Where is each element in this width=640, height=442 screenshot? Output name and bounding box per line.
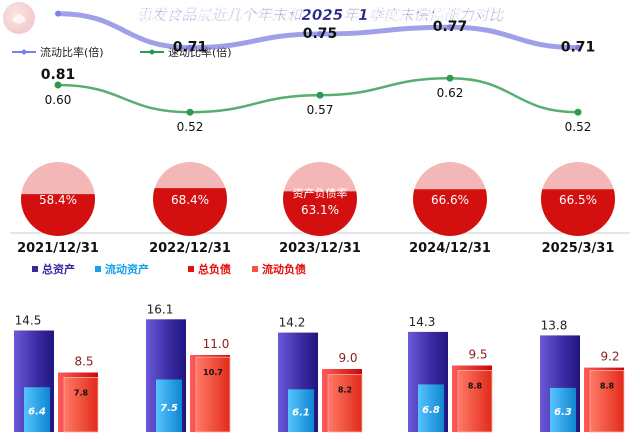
pie-debt-ratio: 68.4% [153, 162, 227, 236]
bar-label-total-liabilities: 9.0 [338, 351, 357, 365]
bar-label-current-liabilities: 7.8 [74, 388, 89, 397]
bar-label-current-liabilities: 8.8 [468, 381, 483, 390]
bar-current-assets [156, 379, 182, 432]
ratio-line-chart: 0.81 0.71 0.75 0.77 0.71 0.60 0.52 0.57 0.62 0.52 [41, 10, 596, 134]
legend-item-total-liabilities: 总负债 [188, 262, 231, 276]
bar-current-liabilities [457, 369, 493, 433]
bar-group: 14.2 6.1 9.0 8.2 [278, 316, 363, 433]
pie-value-label: 68.4% [171, 193, 209, 207]
data-label-quick-ratio: 0.52 [177, 120, 204, 134]
pie-center-label: 资产负债率 [293, 186, 348, 200]
data-label-current-ratio: 0.81 [41, 67, 76, 83]
data-point-quick-ratio [54, 81, 62, 89]
data-point-current-ratio [55, 10, 61, 17]
pie-value-label: 63.1% [301, 203, 339, 217]
pie-slice [21, 194, 96, 236]
data-point-quick-ratio [186, 108, 194, 116]
bar-label-current-assets: 6.8 [422, 405, 440, 416]
data-point-quick-ratio [574, 108, 582, 116]
x-tick-label: 2022/12/31 [149, 241, 231, 256]
balance-bar-chart: 14.5 6.4 8.5 7.8 16.1 7.5 11.0 10.7 14.2 6.1 9.0 8.… [14, 302, 625, 433]
data-label-current-ratio: 0.71 [173, 40, 208, 56]
bar-label-total-assets: 14.2 [279, 316, 306, 330]
legend-item-current-assets: 流动资产 [95, 262, 149, 276]
bar-group: 14.3 6.8 9.5 8.8 [408, 315, 493, 433]
pie-debt-ratio: 66.6% [412, 162, 488, 236]
bar-group: 13.8 6.3 9.2 8.8 [540, 318, 625, 433]
data-label-quick-ratio: 0.52 [565, 120, 592, 134]
pie-value-label: 66.6% [431, 193, 469, 207]
bar-current-assets [24, 387, 50, 432]
x-axis-labels: 2021/12/31 2022/12/31 2023/12/31 2024/12/31… [17, 241, 614, 256]
bar-label-current-assets: 6.1 [292, 408, 310, 419]
pie-slice [541, 189, 616, 237]
x-tick-label: 2024/12/31 [409, 241, 491, 256]
x-tick-label: 2021/12/31 [17, 241, 99, 256]
legend-label-total-assets: 总资产 [42, 262, 75, 276]
bar-current-assets [550, 387, 576, 432]
data-point-current-ratio [317, 31, 323, 37]
bar-current-liabilities [589, 369, 625, 433]
bar-label-current-liabilities: 8.8 [600, 381, 615, 390]
pie-value-label: 58.4% [39, 193, 77, 207]
bar-label-current-liabilities: 10.7 [203, 368, 223, 377]
x-tick-label: 2025/3/31 [542, 241, 615, 256]
bar-current-assets [418, 384, 444, 432]
chart-title: 惠发食品最近几个年末和2025年1季度末偿债能力对比 [136, 6, 505, 24]
bar-label-total-assets: 13.8 [541, 318, 568, 332]
bar-label-current-liabilities: 8.2 [338, 386, 352, 395]
data-point-current-ratio [447, 24, 453, 31]
data-point-quick-ratio [446, 74, 454, 82]
bar-current-liabilities [195, 356, 231, 433]
pie-slice [283, 191, 357, 237]
bar-label-current-assets: 7.5 [160, 403, 178, 414]
bar-label-total-liabilities: 9.2 [600, 350, 619, 364]
bar-label-total-liabilities: 11.0 [203, 337, 230, 351]
data-label-current-ratio: 0.77 [433, 19, 468, 35]
data-point-current-ratio [187, 44, 193, 51]
balance-legend: 总资产 流动资产 总负债 流动负债 [32, 262, 306, 276]
bar-label-total-liabilities: 9.5 [468, 348, 487, 362]
data-label-current-ratio: 0.75 [303, 26, 338, 42]
pie-debt-ratio: 资产负债率 63.1% [283, 162, 357, 237]
bar-label-total-assets: 16.1 [147, 302, 174, 316]
bar-current-liabilities [63, 376, 99, 433]
data-label-quick-ratio: 0.62 [437, 86, 464, 100]
pie-debt-ratio: 58.4% [21, 162, 96, 236]
legend-label-current-liabilities: 流动负债 [262, 262, 306, 276]
bar-label-total-liabilities: 8.5 [74, 355, 93, 369]
bar-current-liabilities [327, 374, 363, 433]
pie-slice [153, 188, 227, 236]
legend-item-total-assets: 总资产 [32, 262, 75, 276]
data-point-quick-ratio [316, 91, 324, 99]
bar-label-total-assets: 14.5 [15, 314, 42, 328]
pie-debt-ratio: 66.5% [541, 162, 616, 237]
bar-label-total-assets: 14.3 [409, 315, 436, 329]
legend-item-current-liabilities: 流动负债 [252, 262, 306, 276]
legend-label-total-liabilities: 总负债 [198, 262, 231, 276]
legend-label-current-ratio: 流动比率(倍) [40, 45, 104, 59]
legend-label-current-assets: 流动资产 [105, 262, 149, 276]
bar-current-assets [288, 389, 314, 432]
x-tick-label: 2023/12/31 [279, 241, 361, 256]
data-label-current-ratio: 0.71 [561, 40, 596, 56]
legend-item-current-ratio: 流动比率(倍) [12, 45, 104, 59]
bar-label-current-assets: 6.3 [554, 407, 572, 418]
data-point-current-ratio [575, 44, 581, 51]
debt-ratio-pies: 58.4% 68.4% 资产负债率 63.1% 66.6% 66.5% [21, 162, 616, 237]
data-label-quick-ratio: 0.57 [307, 103, 334, 117]
bar-group: 14.5 6.4 8.5 7.8 [14, 314, 99, 433]
pie-slice [412, 189, 488, 236]
logo-icon [3, 2, 35, 34]
pie-value-label: 66.5% [559, 193, 597, 207]
bar-group: 16.1 7.5 11.0 10.7 [146, 302, 231, 433]
bar-label-current-assets: 6.4 [28, 407, 46, 418]
data-label-quick-ratio: 0.60 [45, 93, 72, 107]
